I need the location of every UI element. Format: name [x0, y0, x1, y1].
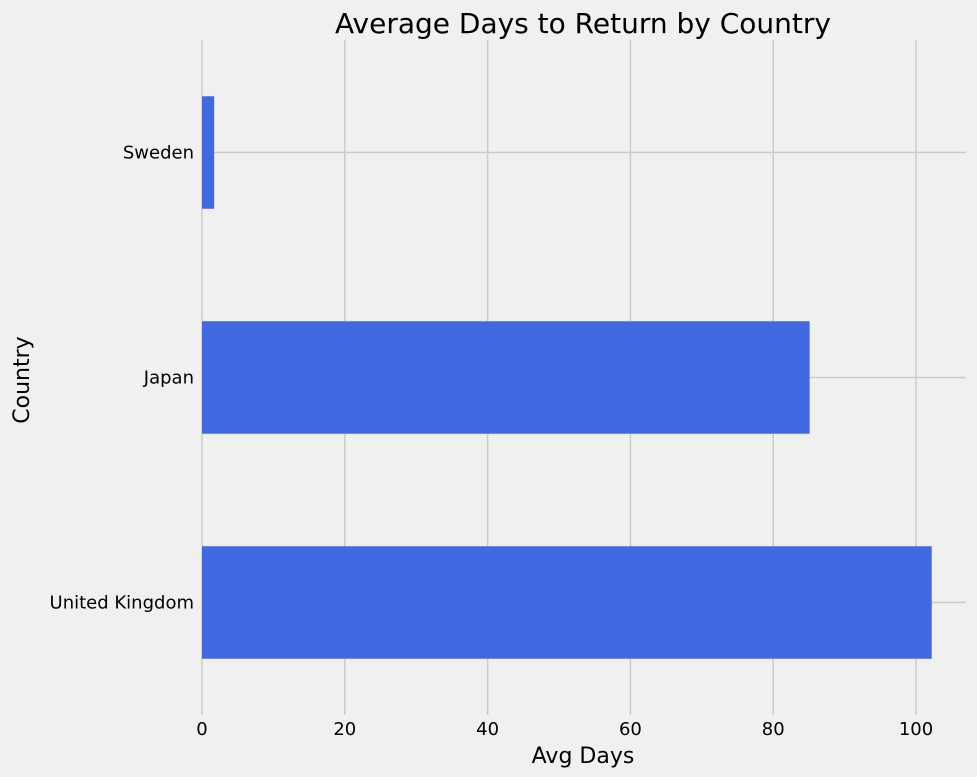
x-tick-label-80: 80: [762, 719, 785, 740]
x-tick-label-60: 60: [619, 719, 642, 740]
x-axis-label: Avg Days: [532, 744, 635, 769]
y-tick-label-sweden: Sweden: [123, 143, 194, 164]
x-tick-label-100: 100: [899, 719, 933, 740]
bars-layer: [202, 96, 932, 659]
bar-japan: [202, 321, 810, 434]
chart-title: Average Days to Return by Country: [335, 7, 831, 40]
bar-united-kingdom: [202, 546, 932, 659]
y-axis-label: Country: [10, 336, 35, 423]
x-tick-label-0: 0: [196, 719, 207, 740]
y-tick-label-united-kingdom: United Kingdom: [50, 593, 194, 614]
ticks-layer: 0 20 40 60 80 100 United Kingdom Japan Sweden: [50, 143, 934, 741]
y-tick-label-japan: Japan: [143, 368, 194, 389]
x-tick-label-20: 20: [333, 719, 356, 740]
bar-sweden: [202, 96, 215, 209]
x-tick-label-40: 40: [476, 719, 499, 740]
